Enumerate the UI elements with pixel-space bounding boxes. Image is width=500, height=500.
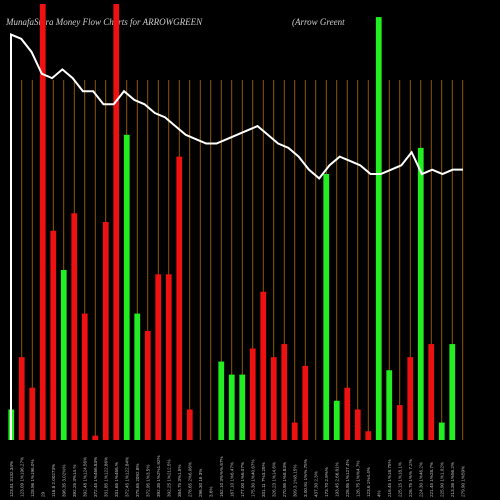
x-tick-label: 123.81 3132.34% [9,461,14,497]
bar [354,409,361,440]
x-tick-labels: 123.81 3132.34% 123.09 1%196.27% 128.96 1%… [9,455,466,497]
x-tick-label: 279.90 1%59% [460,466,465,497]
x-tick-label: 224.30 1%46.2% [418,462,423,497]
bar [123,134,130,441]
x-tick-label: 213.36 1%56.2% [450,462,455,497]
bar [165,274,172,440]
x-tick-label: 3.00.91 1%%.75% [303,459,308,497]
bar [155,274,162,440]
bars [8,4,456,441]
x-tick-label: 372.45 1%466.83% [93,457,98,497]
x-tick-label: 331.11 7%3.25% [261,462,266,497]
bar [260,291,267,440]
bar [396,405,403,440]
bar [386,370,393,440]
bar [239,374,246,440]
x-tick-label: 437.30 2.3% [313,471,318,497]
bar [323,174,330,441]
bar [270,357,277,440]
bar [407,357,414,440]
bar [438,422,445,440]
x-tick-label: 226.95 1%127.4% [345,459,350,497]
x-tick-label: 392.25 3%14.% [72,465,77,497]
x-tick-label: 392.48 1%124.56% [82,457,87,497]
bar [249,348,256,440]
bar [71,213,78,440]
x-tick-label: 173.70 2.9%% [324,467,329,497]
x-tick-label: 4% [376,490,381,497]
bar [29,387,36,440]
x-tick-label: 167.10 1%6.47% [229,462,234,497]
bar [39,4,46,440]
x-tick-label: 384.75 3%1.5% [177,465,182,497]
x-tick-label: 177.00 1%6.07% [240,462,245,497]
x-tick-label: 126.75 1%%4.7% [355,460,360,497]
x-tick-label: 392.35 1%2%1.92% [156,455,161,497]
x-tick-label: 296.30 16 3% [198,469,203,497]
chart-title: MunafaSutra Money Flow Charts for ARROWG… [5,17,203,27]
bar [144,331,151,440]
bar [228,374,235,440]
bar [449,344,456,440]
x-tick-label: 396.35 3.02%% [61,465,66,497]
bar [291,422,298,440]
x-tick-label: 326.23 1%14.6% [271,462,276,497]
bar [417,147,424,440]
x-tick-label: 372.95 1%3.5% [145,465,150,497]
bar [218,361,225,440]
bar [186,409,193,440]
x-tick-label: 123.6 1%4.4% [366,467,371,497]
bar [92,435,99,440]
x-tick-label: 29 [40,491,45,497]
x-tick-label: 278.65 2%6.06% [187,462,192,497]
x-tick-label: 216.45 1%18.75% [387,459,392,497]
bar [134,313,141,440]
bar [81,313,88,440]
bar [102,222,109,440]
x-tick-label: 372.45 1%122.84% [124,457,129,497]
x-tick-label: 162.10 3%%%.67% [219,456,224,497]
x-tick-label: 309.3 1%8.15% [292,465,297,497]
x-tick-label: 3.6% [208,487,213,497]
bar [428,344,435,440]
x-tick-label: 116.8 2.00273% [51,464,56,497]
price-line-path [10,33,463,440]
price-line [10,33,463,440]
bar [60,269,67,440]
bar [344,387,351,440]
x-tick-label: 226.75 1%% 7.2% [408,459,413,497]
bar [281,344,288,440]
bar [375,17,382,441]
chart-subtitle: (Arrow Greent [292,17,345,27]
x-tick-label: 331.85 1%122.86% [103,457,108,497]
bar [50,230,57,440]
x-tick-label: 331.65 1%466.% [114,462,119,497]
x-tick-label: 225.15 1%18.1% [397,462,402,497]
x-tick-label: 221.45 1%28.7% [429,462,434,497]
x-tick-label: 392.25 1%212.5% [166,459,171,497]
bar [113,4,120,440]
bar [302,365,309,440]
bar [333,400,340,440]
x-tick-label: 225.90 1%1.02% [439,462,444,497]
x-tick-label: 123.09 1%196.27% [19,457,24,497]
x-tick-label: 128.96 1%196.0% [30,459,35,497]
bar [365,431,372,440]
bar [18,357,25,440]
bar [176,156,183,440]
x-tick-label: 375.65 2092.8% [135,464,140,497]
x-tick-label: 270.95 1%8.83% [282,462,287,497]
x-tick-label: 193.45 2.66.81% [334,462,339,497]
x-tick-label: 175.30 1%40.67% [250,459,255,497]
